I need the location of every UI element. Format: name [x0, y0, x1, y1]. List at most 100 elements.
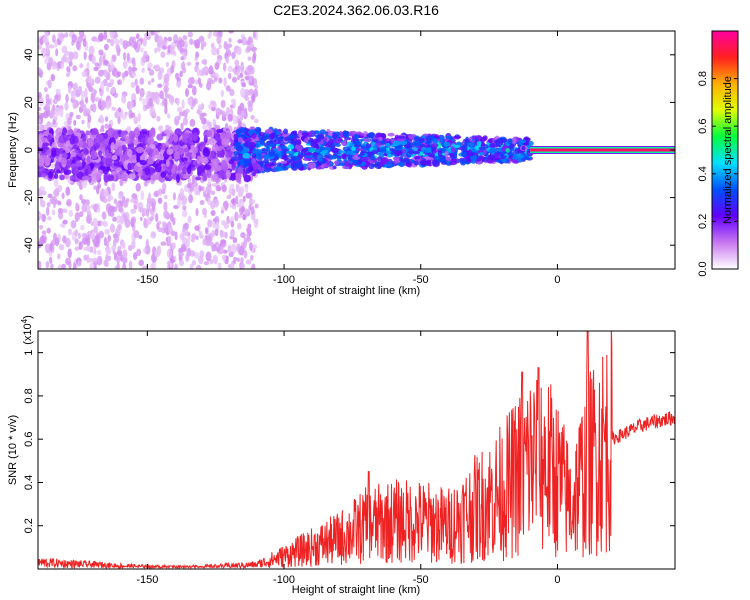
- heatmap-cell: [445, 156, 452, 161]
- heatmap-cell: [102, 165, 110, 175]
- heatmap-cell: [167, 225, 173, 234]
- heatmap-cell: [224, 204, 228, 212]
- heatmap-cell: [250, 199, 256, 205]
- heatmap-cell: [276, 130, 281, 136]
- heatmap-cell: [110, 142, 116, 151]
- heatmap-cell: [239, 64, 245, 73]
- heatmap-cell: [179, 39, 185, 48]
- heatmap-cell: [242, 195, 246, 203]
- heatmap-cell: [195, 207, 199, 217]
- heatmap-cell: [489, 142, 496, 148]
- heatmap-cell: [48, 44, 55, 49]
- heatmap-cell: [122, 249, 128, 259]
- heatmap-cell: [112, 239, 117, 247]
- heatmap-cell: [130, 81, 136, 88]
- heatmap-cell: [82, 133, 87, 142]
- heatmap-cell: [72, 83, 77, 91]
- heatmap-cell: [209, 137, 216, 146]
- heatmap-cell: [479, 151, 485, 156]
- heatmap-cell: [150, 174, 159, 181]
- heatmap-cell: [318, 154, 323, 162]
- heatmap-cell: [118, 193, 123, 200]
- heatmap-cell: [61, 152, 68, 160]
- heatmap-cell: [116, 249, 123, 257]
- heatmap-cell: [249, 242, 253, 251]
- heatmap-cell: [117, 116, 121, 125]
- heatmap-cell: [124, 111, 128, 116]
- heatmap-cell: [237, 39, 243, 44]
- heatmap-cell: [226, 195, 232, 200]
- heatmap-cell: [521, 157, 526, 163]
- heatmap-cell: [224, 231, 228, 239]
- heatmap-cell: [148, 192, 152, 203]
- y-tick-label: 40: [23, 49, 35, 61]
- heatmap-cell: [42, 142, 50, 147]
- heatmap-cell: [89, 262, 95, 269]
- heatmap-cell: [453, 135, 462, 139]
- heatmap-cell: [202, 238, 208, 246]
- heatmap-cell: [83, 254, 88, 261]
- heatmap-cell: [105, 253, 109, 263]
- heatmap-cell: [85, 199, 90, 206]
- heatmap-cell: [161, 39, 168, 46]
- heatmap-cell: [167, 36, 173, 42]
- heatmap-cell: [424, 140, 432, 145]
- heatmap-cell: [113, 38, 120, 45]
- heatmap-cell: [196, 165, 203, 175]
- heatmap-cell: [406, 154, 412, 158]
- heatmap-cell: [109, 31, 115, 39]
- heatmap-cell: [210, 210, 216, 216]
- heatmap-cell: [519, 139, 527, 144]
- heatmap-cell: [177, 106, 183, 113]
- heatmap-cell: [112, 216, 117, 222]
- heatmap-cell: [61, 192, 65, 200]
- heatmap-cell: [47, 193, 53, 198]
- heatmap-cell: [122, 51, 127, 61]
- heatmap-cell: [119, 178, 124, 187]
- heatmap-cell: [182, 117, 188, 126]
- heatmap-cell: [142, 98, 146, 107]
- snr-y-multiplier-exp: 4: [20, 318, 29, 323]
- heatmap-cell: [50, 74, 56, 82]
- heatmap-cell: [94, 62, 100, 67]
- heatmap-cell: [248, 141, 256, 149]
- heatmap-cell: [65, 160, 72, 169]
- heatmap-cell: [283, 128, 289, 135]
- heatmap-cell: [65, 186, 71, 196]
- heatmap-cell: [184, 108, 190, 114]
- heatmap-cell: [82, 147, 89, 155]
- heatmap-cell: [301, 148, 308, 153]
- heatmap-cell: [397, 135, 406, 139]
- heatmap-cell: [287, 144, 295, 150]
- heatmap-cell: [77, 260, 82, 267]
- heatmap-cell: [205, 251, 212, 262]
- heatmap-cell: [141, 67, 145, 74]
- heatmap-cell: [142, 265, 148, 269]
- snr-x-axis-label: Height of straight line (km): [292, 584, 420, 596]
- heatmap-cell: [240, 87, 246, 98]
- heatmap-cell: [69, 135, 76, 145]
- heatmap-cell: [201, 67, 205, 76]
- heatmap-cell: [301, 163, 309, 167]
- heatmap-cell: [425, 159, 432, 166]
- heatmap-cell: [308, 147, 316, 152]
- heatmap-cell: [521, 145, 526, 151]
- heatmap-cell: [233, 150, 239, 157]
- heatmap-cell: [44, 157, 51, 166]
- heatmap-cell: [62, 235, 67, 244]
- heatmap-cell: [121, 94, 127, 104]
- heatmap-cell: [202, 148, 211, 157]
- heatmap-cell: [232, 237, 238, 244]
- heatmap-cell: [163, 129, 170, 135]
- heatmap-cell: [86, 155, 91, 163]
- heatmap-cell: [64, 32, 69, 38]
- heatmap-cell: [239, 245, 245, 256]
- heatmap-cell: [394, 150, 403, 157]
- heatmap-cell: [156, 115, 161, 122]
- heatmap-cell: [459, 159, 468, 164]
- heatmap-cell: [191, 174, 196, 185]
- heatmap-cell: [202, 187, 206, 193]
- heatmap-cell: [133, 204, 137, 210]
- heatmap-cell: [213, 76, 218, 82]
- heatmap-cell: [208, 31, 212, 37]
